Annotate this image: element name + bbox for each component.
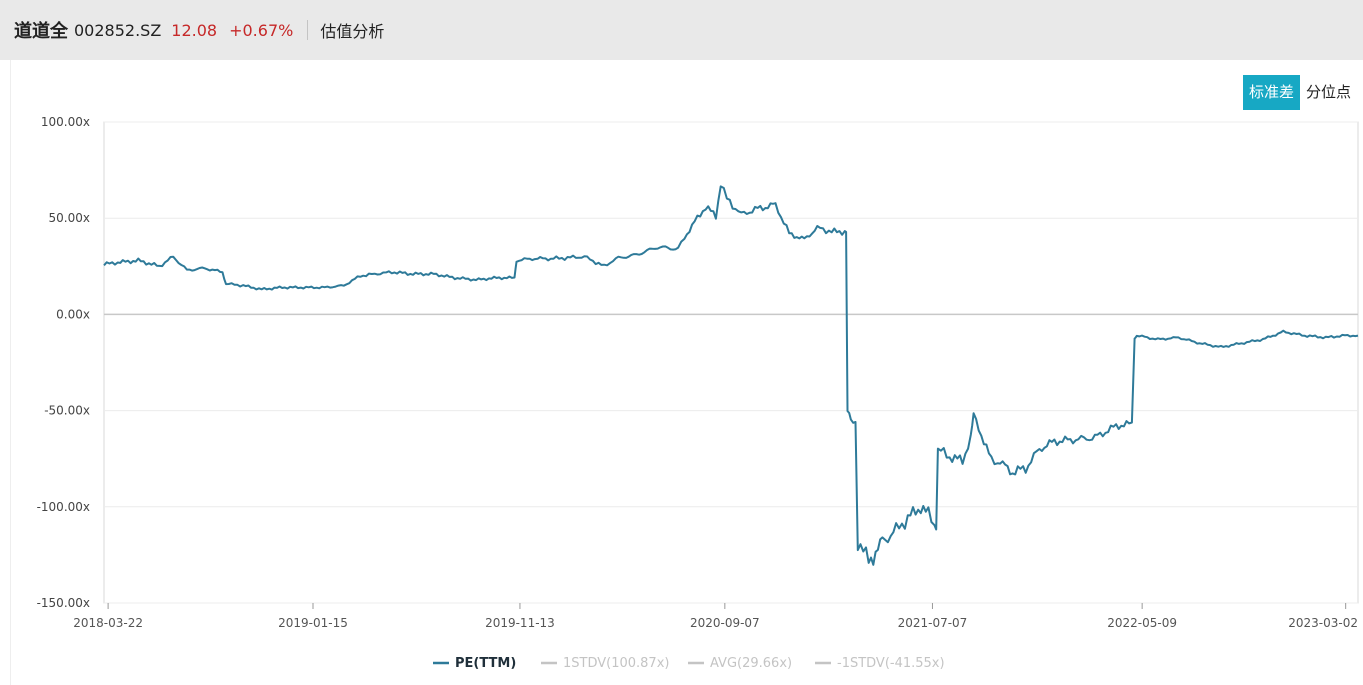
legend-item[interactable]: 1STDV(100.87x) [563,656,669,671]
x-tick-label: 2018-03-22 [73,616,143,630]
y-tick-label: 50.00x [49,211,90,225]
y-tick-label: -100.00x [37,500,90,514]
stock-header: 道道全 002852.SZ 12.08 +0.67% 估值分析 [0,0,1363,60]
x-tick-label: 2019-11-13 [485,616,555,630]
plot-frame [103,121,1359,604]
y-tick-label: 100.00x [41,115,90,129]
chart-panel [10,60,1363,685]
x-tick-label: 2023-03-02 [1288,616,1358,630]
header-divider [307,20,309,40]
stock-code: 002852.SZ [74,20,162,40]
y-tick-label: -150.00x [37,596,90,610]
y-tick-label: 0.00x [56,307,90,321]
pe-ttm-series-line [103,185,1359,566]
percentile-button[interactable]: 分位点 [1300,75,1358,110]
view-toggle: 标准差 分位点 [1243,75,1358,110]
y-tick-label: -50.00x [44,404,90,418]
price-change: +0.67% [229,20,294,40]
x-tick-label: 2019-01-15 [278,616,348,630]
section-title[interactable]: 估值分析 [320,22,385,41]
legend-item[interactable]: -1STDV(-41.55x) [837,656,945,671]
stock-name: 道道全 [14,21,68,42]
x-tick-label: 2021-07-07 [898,616,968,630]
x-tick-label: 2020-09-07 [690,616,760,630]
std-dev-button[interactable]: 标准差 [1243,75,1301,110]
legend-item[interactable]: PE(TTM) [455,656,516,671]
x-tick-label: 2022-05-09 [1107,616,1177,630]
stock-price: 12.08 [171,20,218,40]
legend-item[interactable]: AVG(29.66x) [710,656,792,671]
